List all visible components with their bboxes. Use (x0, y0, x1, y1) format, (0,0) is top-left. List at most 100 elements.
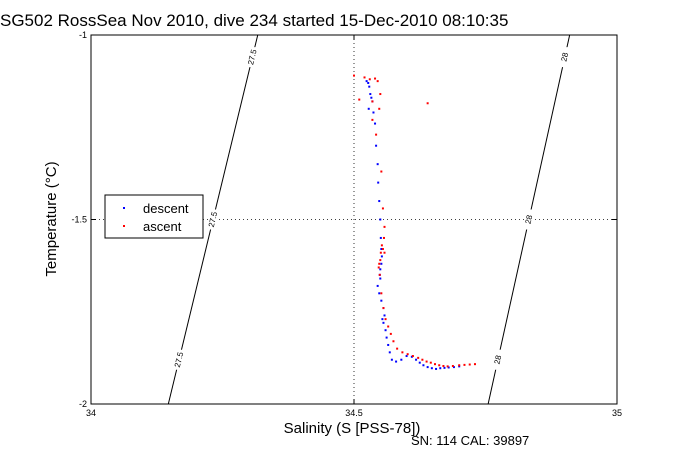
legend-marker-descent (123, 207, 125, 209)
data-point-ascent (363, 76, 366, 79)
data-point-descent (374, 122, 377, 125)
data-point-descent (375, 144, 378, 147)
data-point-ascent (380, 170, 383, 173)
y-axis-label: Temperature (°C) (43, 161, 60, 276)
data-point-ascent (425, 360, 428, 363)
data-point-descent (452, 366, 455, 369)
data-point-descent (383, 314, 386, 317)
data-point-ascent (387, 325, 390, 328)
data-point-descent (443, 366, 446, 369)
data-point-ascent (426, 102, 429, 105)
data-point-descent (415, 358, 418, 361)
data-point-ascent (379, 93, 382, 96)
data-point-ascent (473, 363, 476, 366)
data-point-descent (382, 321, 385, 324)
plot-area: 34 34.5 35 -1 -1.5 -2 27.5 27.5 27.5 28 28 28 descen… (71, 30, 622, 418)
x-tick-label: 34.5 (345, 408, 363, 418)
data-point-ascent (383, 225, 386, 228)
data-point-ascent (396, 347, 399, 350)
chart-title: SG502 RossSea Nov 2010, dive 234 started… (0, 11, 508, 30)
data-point-ascent (468, 363, 471, 366)
data-point-descent (377, 181, 380, 184)
data-point-ascent (371, 100, 374, 103)
data-point-descent (384, 329, 387, 332)
data-point-descent (379, 236, 382, 239)
data-point-descent (367, 107, 370, 110)
data-point-ascent (434, 363, 437, 366)
data-point-ascent (446, 365, 449, 368)
data-point-descent (379, 268, 382, 271)
isopycnal-label-gap (493, 349, 502, 370)
x-tick-label: 34 (86, 408, 96, 418)
data-point-descent (410, 355, 413, 358)
data-point-ascent (389, 332, 392, 335)
x-tick-label: 35 (612, 408, 622, 418)
data-point-ascent (392, 340, 395, 343)
data-point-ascent (378, 273, 381, 276)
data-point-descent (400, 358, 403, 361)
footer-serial-cal: SN: 114 CAL: 39897 (411, 433, 529, 448)
data-point-ascent (358, 98, 361, 101)
data-point-ascent (380, 244, 383, 247)
data-point-ascent (371, 118, 374, 121)
data-point-ascent (438, 364, 441, 367)
data-point-descent (380, 262, 383, 265)
data-point-ascent (384, 318, 387, 321)
data-point-descent (458, 365, 461, 368)
legend-box (104, 194, 204, 239)
data-point-descent (395, 360, 398, 363)
data-point-descent (390, 358, 393, 361)
isopycnal-label-gap (175, 349, 184, 370)
data-point-descent (378, 292, 381, 295)
data-point-descent (369, 93, 372, 96)
isopycnal-label-gap (209, 209, 218, 230)
data-point-descent (439, 367, 442, 370)
data-point-descent (368, 85, 371, 88)
data-point-ascent (429, 361, 432, 364)
isopycnal-label: 28 (559, 51, 570, 62)
x-axis-label: Salinity (S [PSS-78]) (284, 420, 421, 437)
data-point-ascent (376, 80, 379, 83)
data-point-ascent (353, 74, 355, 77)
legend-label-descent: descent (143, 201, 189, 216)
legend-marker-ascent (123, 225, 125, 227)
y-tick-label: -2 (79, 399, 87, 409)
data-point-descent (365, 80, 368, 83)
data-point-descent (380, 248, 383, 251)
data-point-ascent (379, 259, 382, 262)
data-point-ascent (382, 236, 385, 239)
data-point-descent (378, 200, 381, 203)
isopycnal-label: 28 (493, 354, 504, 365)
isopycnal-label-gap (560, 47, 569, 68)
isopycnal-label-gap (248, 47, 257, 68)
data-point-descent (430, 367, 433, 370)
isopycnal-label: 27.5 (207, 210, 220, 228)
data-point-descent (367, 81, 370, 84)
data-point-ascent (379, 251, 382, 254)
data-point-ascent (368, 78, 371, 81)
data-point-descent (388, 351, 391, 354)
data-point-descent (435, 367, 438, 370)
data-point-ascent (463, 363, 466, 366)
data-point-ascent (417, 356, 420, 359)
data-point-ascent (383, 251, 386, 254)
data-point-descent (380, 299, 383, 302)
isopycnal-label: 27.5 (173, 351, 186, 369)
data-point-ascent (382, 307, 385, 310)
data-point-ascent (381, 207, 384, 210)
y-tick-label: -1.5 (71, 215, 87, 225)
data-point-ascent (401, 351, 404, 354)
data-point-descent (418, 361, 421, 364)
data-point-ascent (377, 266, 380, 269)
data-point-ascent (451, 364, 454, 367)
data-point-ascent (442, 364, 445, 367)
isopycnal-label: 27.5 (246, 48, 259, 66)
isopycnal-label: 28 (524, 214, 535, 225)
data-point-descent (380, 255, 383, 258)
data-point-ascent (381, 248, 384, 251)
data-point-ascent (378, 107, 381, 110)
data-point-ascent (374, 77, 377, 80)
data-point-descent (447, 366, 450, 369)
data-point-descent (370, 96, 373, 99)
